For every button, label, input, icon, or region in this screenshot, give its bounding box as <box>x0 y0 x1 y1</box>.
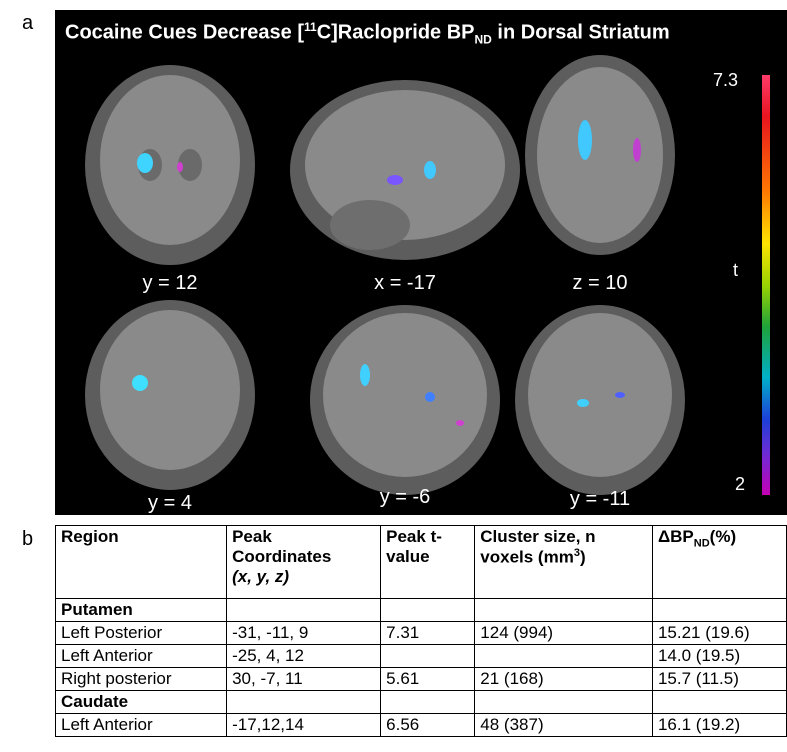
empty-cell <box>227 691 381 714</box>
panel-label: b <box>22 528 33 551</box>
table-cell: 14.0 (19.5) <box>652 645 786 668</box>
table-cell: 16.1 (19.2) <box>652 714 786 737</box>
table-cell: 124 (994) <box>475 622 653 645</box>
table-cell: Left Posterior <box>56 622 227 645</box>
header-cell: ΔBPND(%) <box>652 526 786 599</box>
colorbar-axis-label: t <box>733 260 738 281</box>
empty-cell <box>475 645 653 668</box>
table-cell: Right posterior <box>56 668 227 691</box>
header-row: Region Peak Coordinates(x, y, z) Peak t-… <box>56 526 787 599</box>
figure-title: Cocaine Cues Decrease [11C]Raclopride BP… <box>65 20 670 47</box>
header-cell: Peak Coordinates(x, y, z) <box>227 526 381 599</box>
header-text: (%) <box>710 527 736 546</box>
table-cell: Left Anterior <box>56 645 227 668</box>
empty-cell <box>381 599 475 622</box>
colorbar-min-label: 2 <box>735 474 745 495</box>
slice-label: y = -11 <box>530 488 670 511</box>
table-cell: Left Anterior <box>56 714 227 737</box>
header-text: Peak Coordinates <box>232 527 331 566</box>
table-cell: 7.31 <box>381 622 475 645</box>
table-cell: -25, 4, 12 <box>227 645 381 668</box>
brain-slice <box>85 300 255 490</box>
table-cell: 5.61 <box>381 668 475 691</box>
panel-label: a <box>22 12 33 35</box>
header-cell: Cluster size, n voxels (mm3) <box>475 526 653 599</box>
empty-cell <box>475 691 653 714</box>
table-cell: 48 (387) <box>475 714 653 737</box>
table-cell: 6.56 <box>381 714 475 737</box>
empty-cell <box>475 599 653 622</box>
empty-cell <box>652 599 786 622</box>
results-table: Region Peak Coordinates(x, y, z) Peak t-… <box>55 525 787 737</box>
slice-label: y = -6 <box>335 486 475 509</box>
slice-label: y = 4 <box>100 492 240 515</box>
colorbar <box>762 75 770 495</box>
slice-label: y = 12 <box>100 272 240 295</box>
empty-cell <box>652 691 786 714</box>
empty-cell <box>381 691 475 714</box>
colorbar-max-label: 7.3 <box>713 70 738 91</box>
header-text: Peak t-value <box>386 527 442 566</box>
brain-slice <box>290 80 520 260</box>
slice-label: x = -17 <box>335 272 475 295</box>
table-cell: 21 (168) <box>475 668 653 691</box>
group-cell: Caudate <box>56 691 227 714</box>
empty-cell <box>227 599 381 622</box>
group-cell: Putamen <box>56 599 227 622</box>
table-cell: 30, -7, 11 <box>227 668 381 691</box>
brain-slice <box>525 55 675 255</box>
empty-cell <box>381 645 475 668</box>
header-text: ΔBP <box>658 527 694 546</box>
table-cell: -31, -11, 9 <box>227 622 381 645</box>
table-row: Caudate <box>56 691 787 714</box>
table-cell: -17,12,14 <box>227 714 381 737</box>
title-text: C]Raclopride BP <box>317 22 475 44</box>
header-cell: Region <box>56 526 227 599</box>
brain-slice <box>85 65 255 265</box>
title-text: Cocaine Cues Decrease [ <box>65 22 304 44</box>
table-cell: 15.7 (11.5) <box>652 668 786 691</box>
brain-slice <box>515 305 685 495</box>
page: {"panel_a": {"label": "a", "title": {"pr… <box>0 0 787 752</box>
slice-label: z = 10 <box>530 272 670 295</box>
header-text: Region <box>61 527 119 546</box>
table-row: Putamen <box>56 599 787 622</box>
header-sub: ND <box>694 537 710 549</box>
header-cell: Peak t-value <box>381 526 475 599</box>
table-row: Left Anterior-25, 4, 12 14.0 (19.5) <box>56 645 787 668</box>
header-text: ) <box>580 548 586 567</box>
table-cell: 15.21 (19.6) <box>652 622 786 645</box>
title-sup: 11 <box>304 20 317 34</box>
title-text: in Dorsal Striatum <box>492 22 670 44</box>
header-text: (x, y, z) <box>232 567 289 586</box>
brain-slice <box>310 305 500 495</box>
figure-panel: Cocaine Cues Decrease [11C]Raclopride BP… <box>55 10 787 515</box>
